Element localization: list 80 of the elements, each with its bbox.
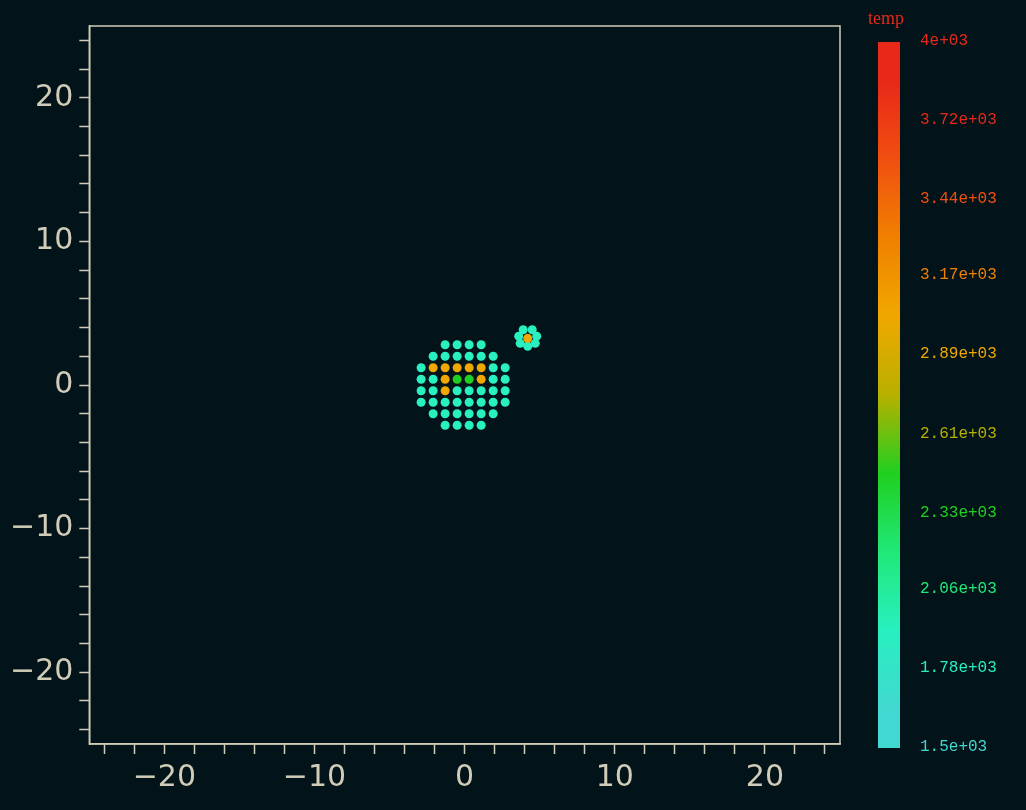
- point: [428, 351, 438, 361]
- point: [440, 397, 450, 407]
- point: [464, 409, 474, 419]
- point: [530, 338, 540, 348]
- point: [518, 325, 528, 335]
- y-tick-label: 20: [35, 77, 74, 113]
- point: [476, 409, 486, 419]
- point: [488, 409, 498, 419]
- point: [500, 374, 510, 384]
- point: [527, 325, 537, 335]
- color-bar-label: 3.72e+03: [920, 111, 997, 130]
- point: [452, 409, 462, 419]
- point: [488, 351, 498, 361]
- point: [514, 331, 524, 341]
- y-tick-label: 10: [35, 221, 74, 257]
- point: [488, 363, 498, 373]
- point: [428, 374, 438, 384]
- point: [523, 333, 533, 343]
- color-bar-title: temp: [868, 8, 904, 29]
- y-tick-label: 0: [54, 364, 74, 400]
- point: [416, 374, 426, 384]
- point: [500, 386, 510, 396]
- point: [476, 397, 486, 407]
- color-bar-label: 1.5e+03: [920, 738, 988, 756]
- point: [500, 363, 510, 373]
- y-tick-label: −10: [10, 508, 74, 544]
- point: [464, 397, 474, 407]
- point: [416, 397, 426, 407]
- point: [440, 409, 450, 419]
- color-bar-label: 3.44e+03: [920, 190, 997, 209]
- point: [464, 374, 474, 384]
- point: [476, 386, 486, 396]
- point: [416, 363, 426, 373]
- point: [440, 340, 450, 350]
- point: [500, 397, 510, 407]
- y-tick-label: −20: [10, 652, 74, 687]
- color-bar-label: 2.61e+03: [920, 424, 997, 443]
- point: [476, 340, 486, 350]
- point: [428, 363, 438, 373]
- x-tick-label: 20: [745, 757, 785, 793]
- point: [440, 420, 450, 430]
- point: [452, 340, 462, 350]
- point: [428, 397, 438, 407]
- point: [440, 374, 450, 384]
- point: [440, 386, 450, 396]
- point: [428, 386, 438, 396]
- point: [523, 341, 533, 351]
- point: [488, 386, 498, 396]
- point: [452, 363, 462, 373]
- color-bar-label: 2.89e+03: [920, 345, 997, 364]
- x-tick-label: 10: [595, 757, 634, 793]
- color-bar-label: 3.17e+03: [920, 266, 997, 285]
- point: [488, 397, 498, 407]
- color-bar-label: 2.33e+03: [920, 503, 997, 522]
- point: [464, 340, 474, 350]
- point: [428, 409, 438, 419]
- point: [464, 420, 474, 430]
- point: [452, 351, 462, 361]
- x-tick-label: −10: [282, 757, 347, 793]
- point: [440, 351, 450, 361]
- point: [464, 351, 474, 361]
- point: [476, 363, 486, 373]
- point: [476, 351, 486, 361]
- color-bar-label: 2.06e+03: [920, 579, 997, 598]
- x-tick-label: −20: [132, 757, 197, 793]
- point: [452, 397, 462, 407]
- point: [416, 386, 426, 396]
- point: [476, 420, 486, 430]
- color-bar-label: 1.78e+03: [920, 658, 997, 677]
- point: [488, 374, 498, 384]
- point: [532, 331, 542, 341]
- x-tick-label: 0: [455, 757, 475, 793]
- point: [452, 374, 462, 384]
- point: [476, 374, 486, 384]
- point: [440, 363, 450, 373]
- color-bar-label: 4e+03: [920, 32, 969, 50]
- point: [452, 420, 462, 430]
- point: [464, 363, 474, 373]
- point: [464, 386, 474, 396]
- point: [452, 386, 462, 396]
